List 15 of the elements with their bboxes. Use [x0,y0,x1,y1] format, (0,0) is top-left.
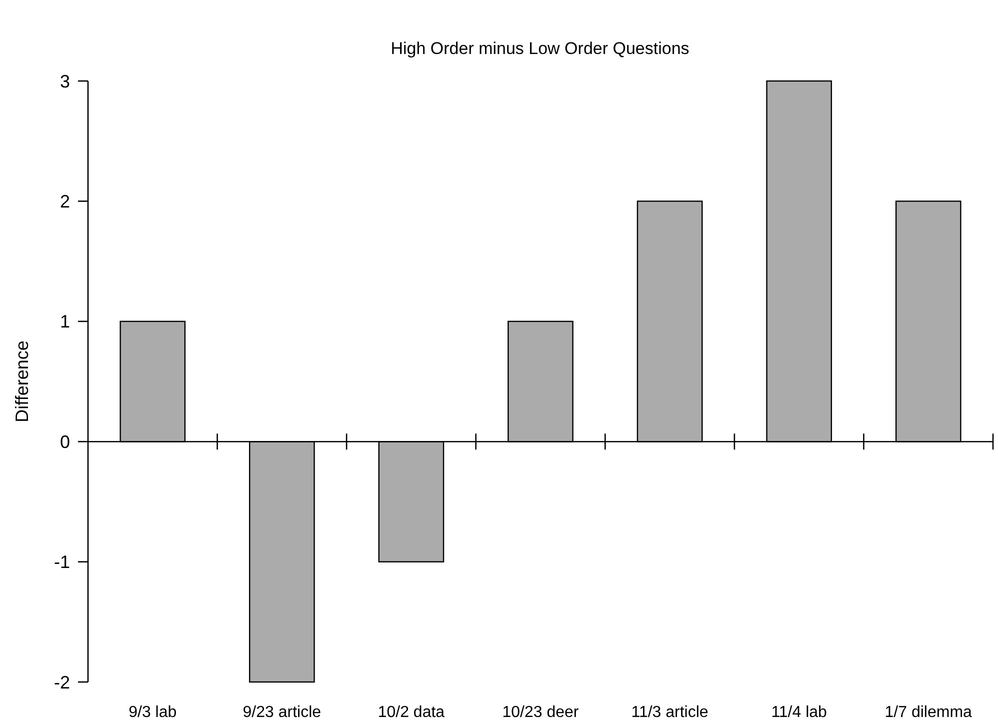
y-tick-label: 1 [60,312,70,332]
y-tick-label: 3 [60,71,70,92]
y-tick-label: 0 [60,432,70,452]
y-tick-label: -2 [54,672,70,692]
x-tick-label: 1/7 dilemma [884,704,972,721]
y-tick-label: 2 [60,192,70,212]
y-axis-title: Difference [12,340,32,422]
x-tick-label: 11/3 article [631,704,708,721]
chart-title: High Order minus Low Order Questions [390,39,690,58]
x-tick-label: 9/3 lab [128,704,177,721]
x-tick-label: 11/4 lab [771,704,828,721]
x-tick-label: 10/23 deer [502,704,580,721]
x-tick-label: 9/23 article [242,704,322,721]
x-tick-label: 10/2 data [378,704,445,721]
y-tick-label: -1 [54,552,70,572]
